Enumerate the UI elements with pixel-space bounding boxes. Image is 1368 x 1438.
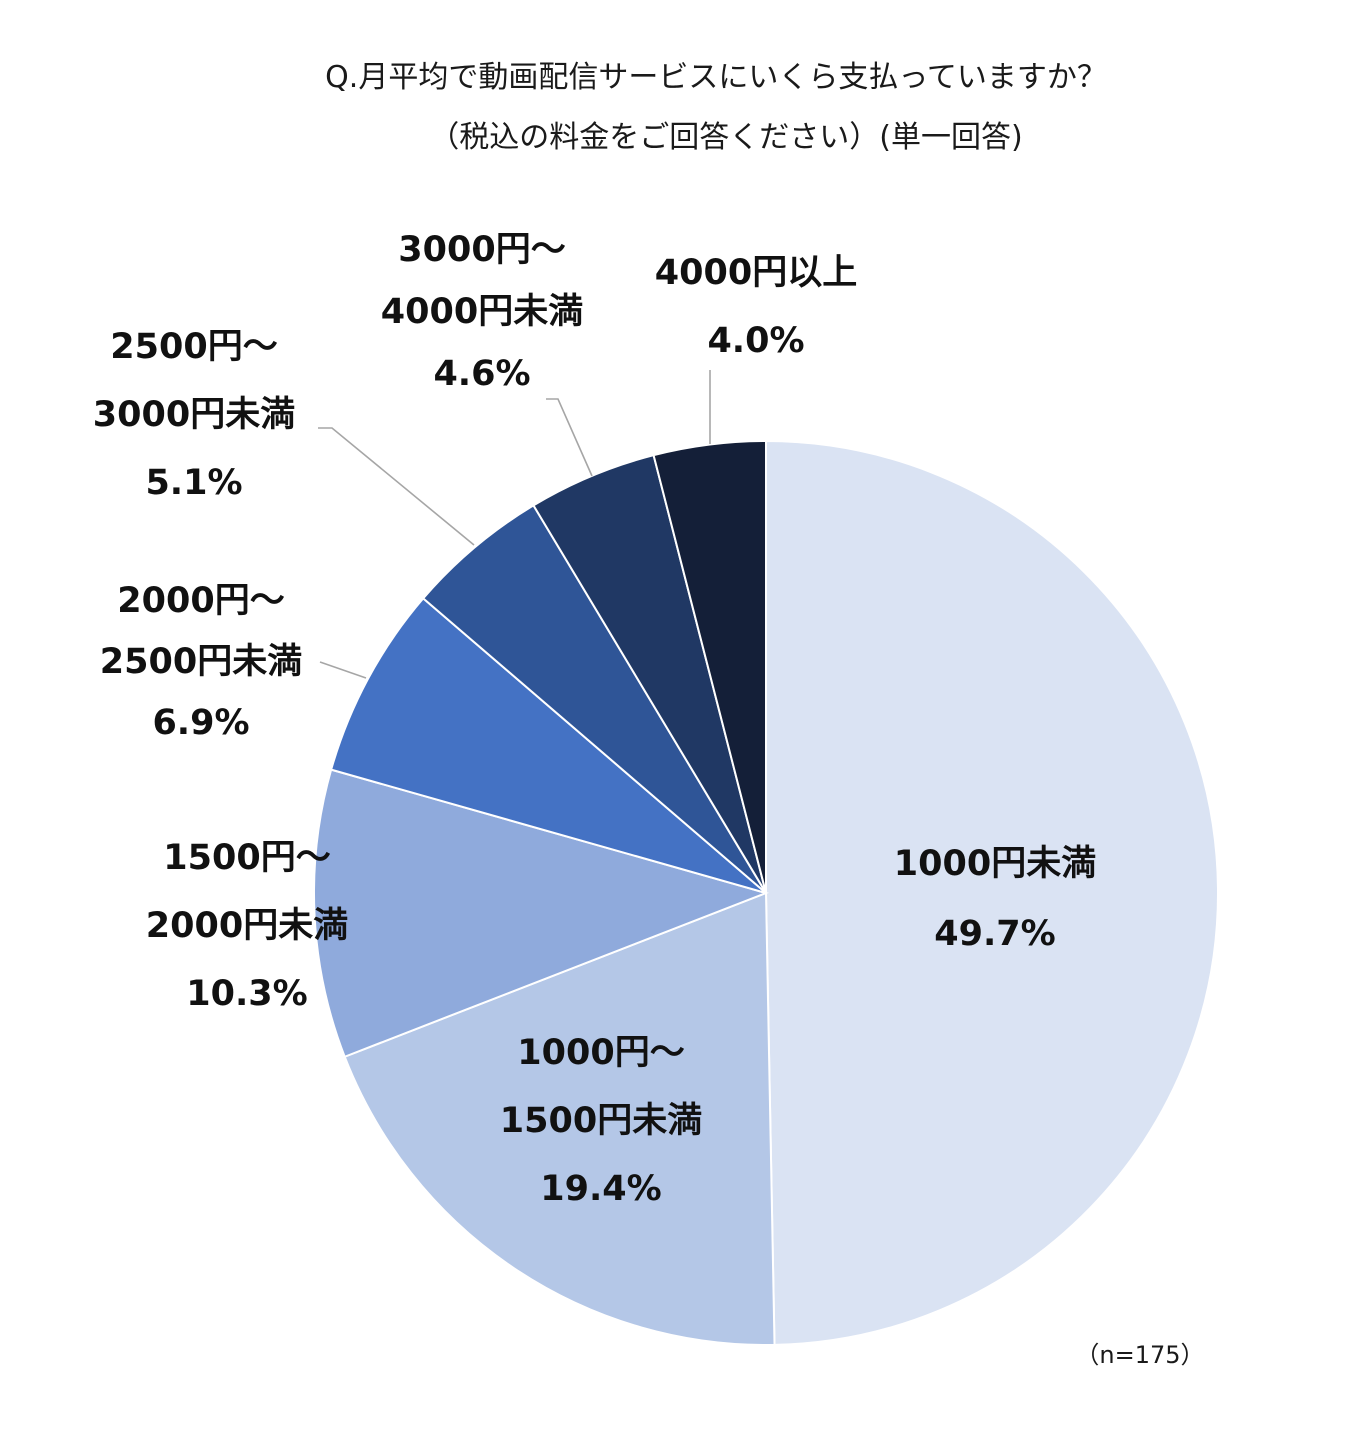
leader-line-5: [318, 427, 475, 546]
slice-percent-7: 4.0%: [707, 321, 804, 361]
slice-label-5-line-1: 2500円～: [110, 327, 277, 367]
slice-label-3-line-1: 1500円～: [163, 838, 330, 878]
slice-label-4-line-1: 2000円～: [117, 581, 284, 621]
leader-line-6: [546, 398, 593, 477]
slice-label-7-line-1: 4000円以上: [655, 253, 857, 293]
slice-percent-3: 10.3%: [186, 974, 307, 1014]
slice-percent-5: 5.1%: [145, 463, 242, 503]
leader-line-4: [319, 661, 367, 679]
slice-percent-6: 4.6%: [433, 354, 530, 394]
slice-percent-4: 6.9%: [152, 703, 249, 743]
pie-slice-4: [329, 596, 767, 894]
pie-slice-1: [765, 439, 1219, 1346]
leader-lines: [318, 370, 711, 679]
chart-title: Q.月平均で動画配信サービスにいくら支払っていますか？: [325, 60, 1107, 95]
slice-label-2-line-2: 1500円未満: [500, 1101, 702, 1141]
slice-label-5-line-2: 3000円未満: [93, 395, 295, 435]
slice-labels: 1000円未満 49.7% 1000円～ 1500円未満 19.4% 1500円～ 2000…: [93, 230, 1096, 1209]
slice-percent-2: 19.4%: [540, 1169, 661, 1209]
slice-label-3-line-2: 2000円未満: [146, 906, 348, 946]
pie-slice-7: [652, 439, 767, 894]
pie-slice-2: [343, 891, 776, 1346]
slice-label-1-line-1: 1000円未満: [894, 844, 1096, 884]
slice-label-6-line-2: 4000円未満: [381, 292, 583, 332]
pie-slices: [313, 439, 1219, 1346]
sample-size-note: （n=175）: [1075, 1341, 1204, 1369]
slice-label-4-line-2: 2500円未満: [100, 642, 302, 682]
chart-subtitle: （税込の料金をご回答ください）(単一回答): [429, 120, 1022, 155]
slice-percent-1: 49.7%: [934, 914, 1055, 954]
slice-label-2-line-1: 1000円～: [517, 1033, 684, 1073]
pie-slice-5: [421, 504, 767, 894]
slice-label-6-line-1: 3000円～: [398, 230, 565, 270]
pie-slice-3: [313, 768, 770, 1059]
